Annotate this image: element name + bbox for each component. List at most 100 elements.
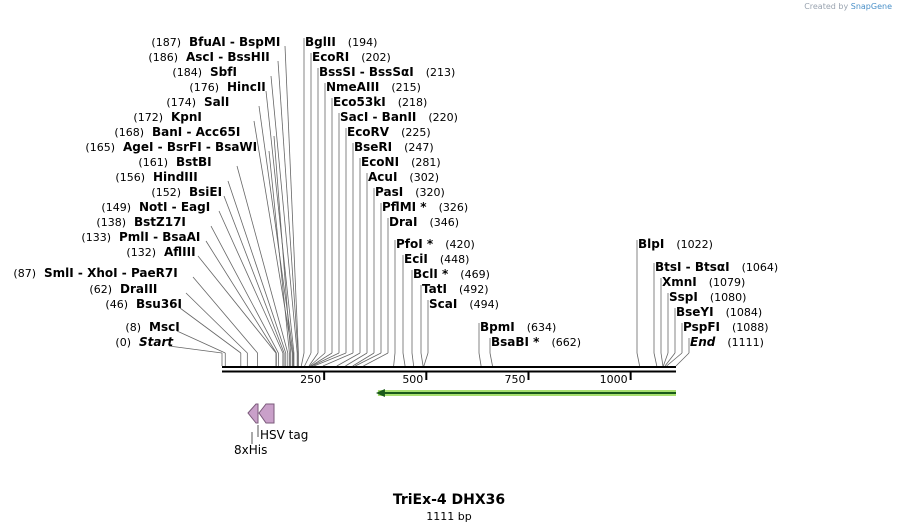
site-names: BsaBI *	[491, 335, 540, 349]
site-position: (168)	[114, 126, 144, 139]
8xhis-label: 8xHis	[234, 443, 267, 457]
ruler-tick-label: 1000	[600, 373, 628, 386]
enzyme-name: BseYI	[676, 305, 714, 319]
site-leader-drop	[478, 352, 482, 367]
site-label-bglii: BglII (194)	[305, 35, 377, 49]
snapgene-brand: SnapGene	[850, 2, 892, 11]
site-leader-drop	[666, 352, 683, 367]
site-label-eco53ki: Eco53kI (218)	[333, 95, 427, 109]
name-separator: -	[214, 50, 227, 64]
name-separator: -	[149, 230, 162, 244]
site-label-acui: AcuI (302)	[368, 170, 439, 184]
site-label-bsu36i: (46) Bsu36I	[105, 297, 182, 311]
enzyme-name: PasI	[375, 185, 403, 199]
site-names: BseRI	[354, 140, 392, 154]
site-names: SacI - BanII	[340, 110, 416, 124]
enzyme-name: BsiEI	[189, 185, 222, 199]
enzyme-name: BanII	[382, 110, 417, 124]
enzyme-name: SbfI	[210, 65, 237, 79]
site-names: AflIII	[164, 245, 196, 259]
enzyme-name: Eco53kI	[333, 95, 386, 109]
enzyme-name: BanI	[152, 125, 182, 139]
site-names: Eco53kI	[333, 95, 386, 109]
site-position: (161)	[138, 156, 168, 169]
site-label-sspi: SspI (1080)	[669, 290, 746, 304]
site-leader-drop	[411, 352, 415, 367]
ruler: 250 500 750 1000	[300, 372, 632, 386]
site-names: SbfI	[210, 65, 237, 79]
enzyme-name: Start	[139, 335, 174, 349]
site-leader-drop	[402, 352, 406, 367]
site-position: (662)	[551, 336, 581, 349]
site-position: (62)	[89, 283, 112, 296]
site-names: BglII	[305, 35, 336, 49]
site-label-ecii: EciI (448)	[404, 252, 469, 266]
site-label-ecorv: EcoRV (225)	[347, 125, 431, 139]
enzyme-name: PfoI *	[396, 237, 434, 251]
site-position: (1080)	[710, 291, 747, 304]
site-label-asci: (186) AscI - BssHII	[148, 50, 269, 64]
site-leader	[176, 330, 226, 354]
site-names: AscI - BssHII	[186, 50, 270, 64]
enzyme-name: EcoRV	[347, 125, 390, 139]
site-names: Bsu36I	[136, 297, 182, 311]
enzyme-name: BseRI	[354, 140, 392, 154]
site-leader-drop	[300, 352, 305, 367]
site-position: (1064)	[742, 261, 779, 274]
snapgene-credit: Created by SnapGene	[804, 2, 892, 11]
enzyme-name: BsaBI *	[491, 335, 540, 349]
site-leader-drop	[420, 352, 424, 367]
site-position: (46)	[105, 298, 128, 311]
enzyme-name: NmeAIII	[326, 80, 379, 94]
site-position: (8)	[125, 321, 141, 334]
enzyme-name: PspFI	[683, 320, 720, 334]
site-position: (494)	[469, 298, 499, 311]
site-names: XmnI	[662, 275, 697, 289]
site-names: ScaI	[429, 297, 457, 311]
site-leader-drop	[675, 352, 690, 367]
site-position: (186)	[148, 51, 178, 64]
site-position: (133)	[81, 231, 111, 244]
enzyme-name: EcoNI	[361, 155, 399, 169]
site-names: EcoRI	[312, 50, 349, 64]
site-names: PspFI	[683, 320, 720, 334]
enzyme-name: AflIII	[164, 245, 196, 259]
enzyme-name: BssSαI	[369, 65, 414, 79]
site-position: (215)	[391, 81, 421, 94]
site-names: SalI	[204, 95, 229, 109]
enzyme-name: SacI	[340, 110, 368, 124]
site-label-pasi: PasI (320)	[375, 185, 445, 199]
site-label-pmli: (133) PmlI - BsaAI	[81, 230, 200, 244]
enzyme-name: DraI	[389, 215, 417, 229]
enzyme-name: BstBI	[176, 155, 212, 169]
site-leader	[185, 292, 248, 354]
site-leader	[179, 307, 242, 354]
site-position: (302)	[409, 171, 439, 184]
enzyme-name: BglII	[305, 35, 336, 49]
site-names: AcuI	[368, 170, 397, 184]
site-label-bstz17i: (138) BstZ17I	[96, 215, 185, 229]
site-label-bstbi: (161) BstBI	[138, 155, 211, 169]
site-position: (1111)	[727, 336, 764, 349]
site-position: (87)	[13, 267, 36, 280]
site-names: Start	[139, 335, 174, 349]
enzyme-name: BtsαI	[695, 260, 730, 274]
site-names: PmlI - BsaAI	[119, 230, 200, 244]
site-position: (194)	[348, 36, 378, 49]
enzyme-name: NotI	[139, 200, 168, 214]
site-label-end: End (1111)	[690, 335, 764, 349]
enzyme-name: BstZ17I	[134, 215, 186, 229]
site-names: PasI	[375, 185, 403, 199]
site-names: PflMI *	[382, 200, 427, 214]
site-label-xmni: XmnI (1079)	[662, 275, 745, 289]
enzyme-name: Acc65I	[196, 125, 241, 139]
site-names: DraI	[389, 215, 417, 229]
site-names: BlpI	[638, 237, 664, 251]
site-names: AgeI - BsrFI - BsaWI	[123, 140, 257, 154]
site-position: (132)	[126, 246, 156, 259]
site-position: (213)	[426, 66, 456, 79]
name-separator: -	[153, 140, 166, 154]
enzyme-name: SspI	[669, 290, 698, 304]
site-leader-drop	[352, 352, 375, 367]
